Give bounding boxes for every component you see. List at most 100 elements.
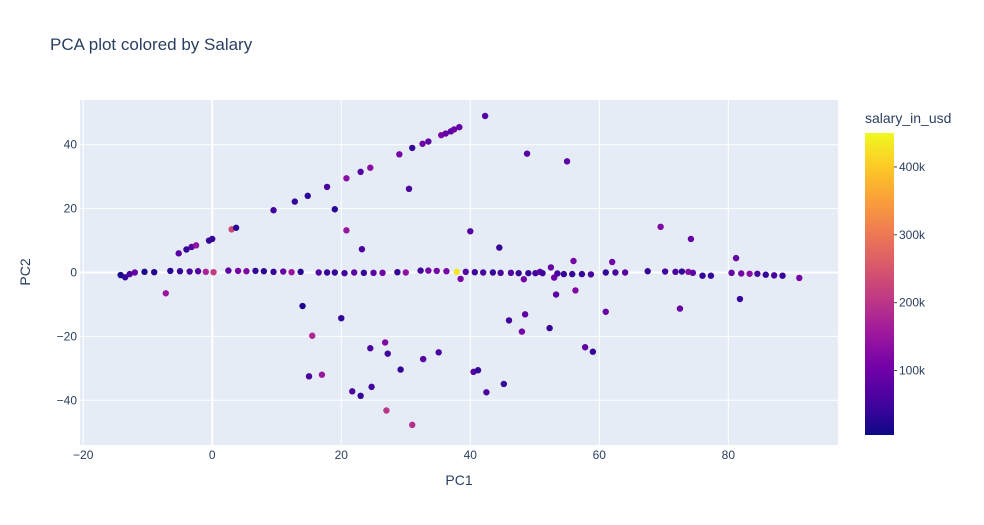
data-point xyxy=(323,269,331,276)
x-axis-ticks: −20 0 20 40 60 80 xyxy=(73,448,735,462)
data-point xyxy=(471,268,479,276)
data-point xyxy=(270,268,277,276)
data-point xyxy=(358,245,366,253)
data-point xyxy=(569,270,576,278)
data-point xyxy=(425,138,432,145)
data-point xyxy=(754,270,761,277)
data-point xyxy=(547,264,555,271)
colorbar-ticks: 100k 200k 300k 400k xyxy=(894,160,926,378)
data-point xyxy=(479,269,487,276)
data-point xyxy=(379,269,386,277)
y-tick-label: 0 xyxy=(70,266,77,280)
data-point xyxy=(589,348,597,355)
data-point xyxy=(578,270,586,278)
data-point xyxy=(661,268,669,275)
y-tick-label: −20 xyxy=(57,329,78,343)
data-point xyxy=(699,272,706,279)
x-axis-title: PC1 xyxy=(445,472,472,488)
data-point xyxy=(419,140,426,147)
colorbar-tick-label: 400k xyxy=(899,160,926,174)
data-point xyxy=(419,355,427,363)
data-point xyxy=(657,223,664,231)
data-point xyxy=(602,308,609,315)
data-point xyxy=(496,244,503,251)
data-point xyxy=(370,269,377,277)
data-point xyxy=(525,269,532,277)
data-point xyxy=(131,269,139,276)
data-point xyxy=(507,269,515,277)
data-point xyxy=(232,224,240,231)
data-point xyxy=(736,295,744,303)
grid-lines xyxy=(80,100,838,445)
data-point xyxy=(770,272,778,279)
data-point xyxy=(252,267,259,275)
data-point xyxy=(521,311,529,318)
data-point xyxy=(270,207,277,214)
y-tick-label: 20 xyxy=(64,202,78,216)
data-point xyxy=(587,271,595,278)
data-point xyxy=(341,269,348,277)
data-point xyxy=(349,388,356,395)
data-point xyxy=(539,269,546,277)
data-point xyxy=(194,268,202,275)
data-point xyxy=(183,246,190,253)
x-tick-label: 20 xyxy=(335,448,349,462)
x-tick-label: 0 xyxy=(209,448,216,462)
data-point xyxy=(612,269,619,276)
data-point xyxy=(402,269,409,276)
data-point xyxy=(546,324,553,332)
data-point xyxy=(343,227,350,234)
data-point xyxy=(409,144,416,152)
data-point xyxy=(505,317,513,324)
chart-title: PCA plot colored by Salary xyxy=(50,35,253,54)
data-point xyxy=(570,257,577,265)
data-point xyxy=(331,269,339,276)
colorbar-tick-label: 100k xyxy=(899,364,926,378)
x-tick-label: 60 xyxy=(593,448,607,462)
data-point xyxy=(474,367,482,374)
data-point xyxy=(299,302,306,310)
data-point xyxy=(453,268,460,276)
data-point xyxy=(462,268,469,276)
data-point xyxy=(523,150,531,157)
data-point xyxy=(483,389,490,396)
data-point xyxy=(176,268,184,275)
data-point xyxy=(126,270,133,278)
data-point xyxy=(500,380,508,388)
data-point xyxy=(728,269,735,277)
data-point xyxy=(738,270,745,277)
data-point xyxy=(202,268,209,276)
x-tick-label: 80 xyxy=(722,448,736,462)
data-point xyxy=(457,275,464,283)
data-point xyxy=(304,192,311,200)
data-point xyxy=(225,267,232,274)
colorbar-tick-label: 300k xyxy=(899,228,926,242)
data-point xyxy=(397,366,404,373)
data-point xyxy=(707,272,715,279)
data-point xyxy=(442,130,449,137)
data-point xyxy=(162,290,169,297)
data-point xyxy=(338,314,345,322)
data-point xyxy=(141,268,148,276)
data-point xyxy=(309,332,316,339)
data-point xyxy=(467,228,474,235)
y-tick-label: 40 xyxy=(64,138,78,152)
data-point xyxy=(357,168,364,176)
colorbar-title: salary_in_usd xyxy=(865,110,951,126)
data-point xyxy=(318,371,326,378)
data-point xyxy=(405,185,413,193)
data-point xyxy=(394,268,401,276)
data-point xyxy=(443,268,450,275)
data-point xyxy=(280,268,287,275)
colorbar-tick-label: 200k xyxy=(899,296,926,310)
data-point xyxy=(288,268,295,276)
data-point xyxy=(796,274,803,282)
data-point xyxy=(621,269,629,276)
data-point xyxy=(367,164,374,171)
data-point xyxy=(243,268,250,275)
data-point xyxy=(167,267,174,275)
data-point xyxy=(396,151,403,158)
y-axis-ticks: −40 −20 0 20 40 xyxy=(57,138,78,408)
data-point xyxy=(305,373,313,380)
